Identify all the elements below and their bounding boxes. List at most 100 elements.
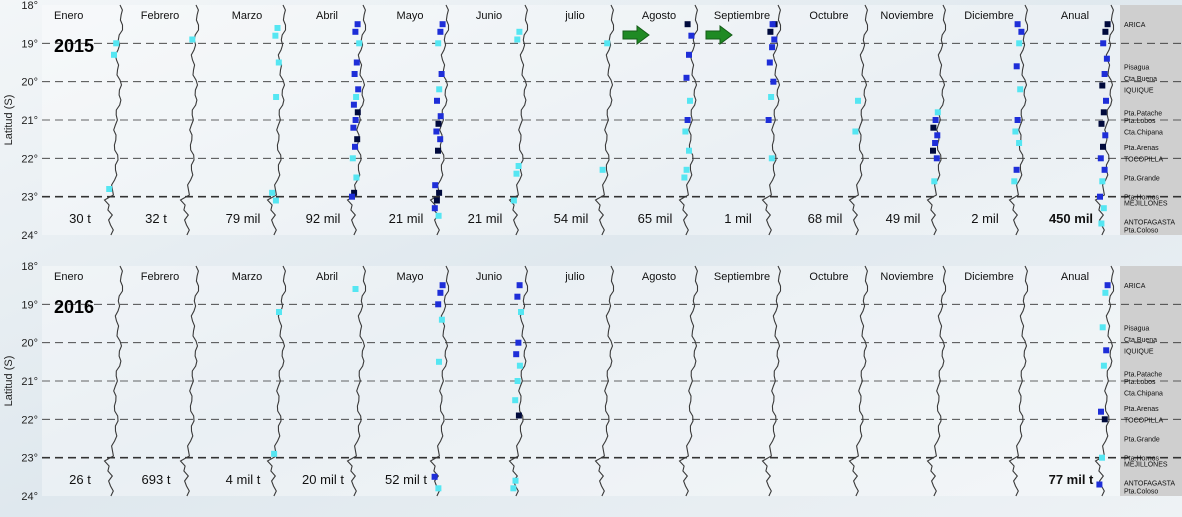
data-cell: [515, 339, 522, 346]
column-header: Enero: [54, 271, 83, 283]
data-cell: [1100, 143, 1106, 150]
coastline-agosto: [678, 265, 699, 497]
data-cell: [683, 74, 690, 81]
data-cell: [683, 166, 690, 173]
column-total: 92 mil: [306, 211, 341, 226]
place-label: Cta.Buena: [1124, 76, 1157, 83]
place-label: Pta.Lobos: [1124, 118, 1156, 125]
data-cell: [436, 189, 443, 196]
data-cell: [1016, 140, 1023, 146]
column-header: Mayo: [397, 271, 424, 283]
place-label: Cta.Buena: [1124, 337, 1157, 344]
data-cell: [852, 128, 859, 135]
data-cell: [436, 86, 443, 93]
place-label: Pta.Lobos: [1124, 379, 1156, 386]
data-cell: [353, 59, 360, 66]
lat-tick-label: 18°: [21, 0, 38, 12]
column-total: 30 t: [69, 211, 91, 226]
lat-tick-label: 21°: [21, 115, 38, 127]
data-cell: [599, 166, 606, 173]
data-cell: [435, 212, 442, 219]
column-header: Octubre: [809, 271, 848, 283]
data-cell: [1100, 362, 1107, 369]
data-cell: [1099, 454, 1105, 461]
coastline-marzo: [266, 4, 287, 236]
place-label: ANTOFAGASTA: [1124, 481, 1175, 488]
data-cell: [770, 78, 777, 85]
column-total: 32 t: [145, 211, 167, 226]
data-cell: [438, 71, 445, 77]
column-header: Diciembre: [964, 10, 1014, 22]
lat-tick-label: 24°: [21, 491, 38, 503]
place-label: TOCOPILLA: [1124, 156, 1163, 163]
data-cell: [435, 301, 442, 308]
column-header: julio: [564, 10, 585, 22]
column-header: Anual: [1061, 271, 1089, 283]
arrow-icon: [622, 25, 650, 45]
coastline-octubre: [848, 265, 869, 497]
column-header: Noviembre: [880, 271, 933, 283]
data-cell: [684, 117, 691, 123]
data-cell: [352, 143, 358, 150]
data-cell: [1097, 155, 1104, 162]
place-label: Cta.Chipana: [1124, 130, 1163, 137]
column-header: Marzo: [232, 10, 263, 22]
data-cell: [351, 71, 358, 77]
data-cell: [353, 94, 360, 100]
coastline-noviembre: [926, 265, 947, 497]
column-header: Febrero: [141, 10, 180, 22]
place-label: ARICA: [1124, 22, 1146, 29]
data-cell: [276, 309, 282, 315]
data-cell: [855, 97, 861, 104]
coastline-junio: [508, 4, 529, 236]
data-cell: [515, 163, 522, 169]
data-cell: [769, 44, 776, 51]
data-cell: [1102, 289, 1109, 296]
data-cell: [1014, 21, 1021, 28]
data-cell: [350, 124, 357, 131]
lat-tick-label: 23°: [21, 192, 38, 204]
place-label: ANTOFAGASTA: [1124, 220, 1175, 227]
data-cell: [682, 128, 689, 135]
place-label: Pta.Coloso: [1124, 488, 1158, 495]
data-cell: [433, 128, 440, 135]
coastline-abril: [346, 265, 367, 497]
coastline-enero: [103, 265, 124, 497]
data-cell: [111, 51, 117, 58]
data-cell: [1102, 28, 1109, 35]
column-header: julio: [564, 271, 585, 283]
column-header: Agosto: [642, 271, 676, 283]
place-label: IQUIQUE: [1124, 87, 1154, 94]
coastline-julio: [594, 265, 615, 497]
place-label: Pta.Coloso: [1124, 227, 1158, 234]
column-header: Octubre: [809, 10, 848, 22]
coastline-junio: [508, 265, 529, 497]
data-cell: [439, 21, 446, 28]
column-header: Septiembre: [714, 10, 770, 22]
place-label: TOCOPILLA: [1124, 417, 1163, 424]
data-cell: [512, 397, 519, 404]
data-cell: [106, 186, 113, 192]
coastline-diciembre: [1008, 4, 1029, 236]
data-cell: [113, 40, 120, 47]
year-label: 2015: [54, 36, 94, 56]
coastline-agosto: [678, 4, 699, 236]
coastline-diciembre: [1008, 265, 1029, 497]
data-cell: [681, 174, 688, 181]
column-header: Septiembre: [714, 271, 770, 283]
coastline-septiembre: [761, 265, 782, 497]
column-total: 450 mil: [1049, 211, 1093, 226]
column-header: Junio: [476, 271, 502, 283]
data-cell: [1100, 205, 1107, 212]
lat-tick-label: 23°: [21, 453, 38, 465]
coastline-febrero: [179, 265, 200, 497]
place-label: Pta.Patache: [1124, 371, 1162, 378]
data-cell: [352, 117, 359, 123]
lat-tick-label: 21°: [21, 376, 38, 388]
lat-tick-label: 20°: [21, 77, 38, 89]
data-cell: [686, 51, 692, 58]
data-cell: [930, 124, 937, 131]
data-cell: [1013, 166, 1020, 173]
data-cell: [275, 59, 282, 66]
data-cell: [932, 117, 939, 123]
